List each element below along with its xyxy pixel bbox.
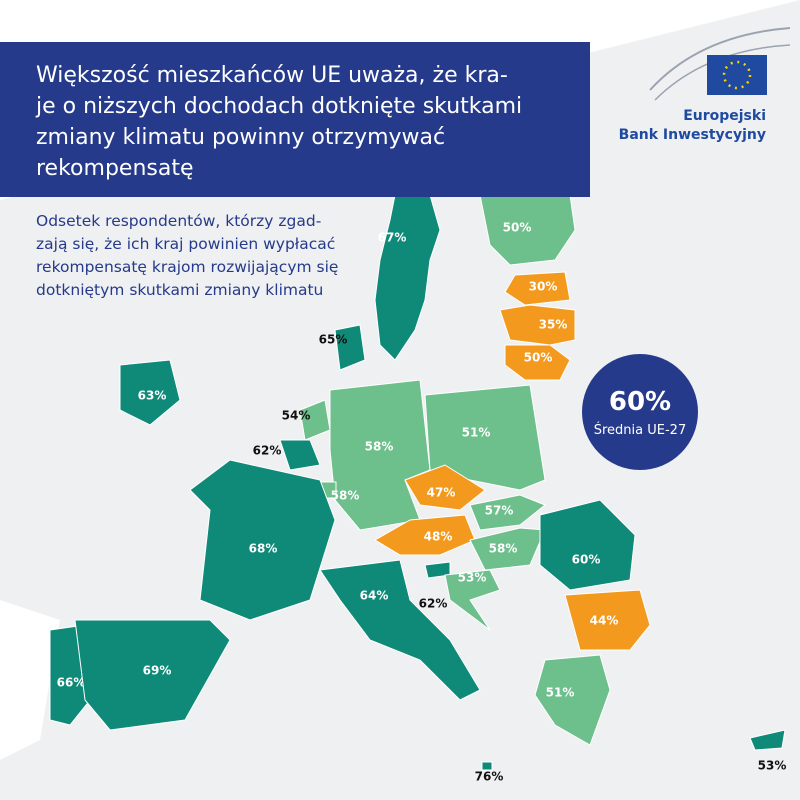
region-label: 63% [138,389,167,403]
subtitle-line: Odsetek respondentów, którzy zgad- [36,212,321,230]
region [749,729,786,751]
subtitle-line: zają się, że ich kraj powinien wypłacać [36,235,335,253]
region-label: 67% [378,231,407,245]
region-label: 35% [539,318,568,332]
region [539,499,636,591]
region [74,619,231,731]
title-line: je o niższych dochodach dotknięte skutka… [35,94,522,119]
eu-flag [707,55,767,95]
region-label: 60% [572,553,601,567]
region [424,384,546,491]
subtitle: Odsetek respondentów, którzy zgad-zają s… [36,212,338,299]
region-label: 51% [546,686,575,700]
region-label: 58% [365,440,394,454]
average-label: Średnia UE-27 [594,422,686,438]
region-label: 54% [282,409,311,423]
region-label: 50% [503,221,532,235]
average-badge [582,354,698,470]
region [319,559,481,701]
title-line: Większość mieszkańców UE uważa, że kra- [36,63,508,88]
region [504,271,571,306]
logo-line: Bank Inwestycyjny [619,127,766,143]
region [279,439,321,471]
region-label: 58% [489,542,518,556]
region [404,464,486,511]
region-label: 50% [524,351,553,365]
logo-line: Europejski [683,108,766,124]
region-label: 68% [249,542,278,556]
region-label: 51% [462,426,491,440]
region [189,459,336,621]
region-label: 44% [590,614,619,628]
region-label: 48% [424,530,453,544]
region-label: 69% [143,664,172,678]
region-label: 62% [419,597,448,611]
average-value: 60% [609,387,671,417]
region [444,569,501,631]
region [374,194,441,361]
region-label: 65% [319,333,348,347]
region [119,359,181,426]
region [469,527,546,571]
region-label: 62% [253,444,282,458]
region-label: 57% [485,504,514,518]
logo-text: Europejski Bank Inwestycyjny [619,108,766,143]
title-line: zmiany klimatu powinny otrzymywać [36,125,445,150]
subtitle-line: dotkniętym skutkami zmiany klimatu [36,281,323,299]
region [564,589,651,651]
region [504,344,571,381]
region [329,379,431,531]
region [499,304,576,346]
region [469,494,546,531]
title: Większość mieszkańców UE uważa, że kra-j… [35,63,522,181]
region-label: 66% [57,676,86,690]
region-label: 64% [360,589,389,603]
region [334,324,366,371]
region-label: 47% [427,486,456,500]
region-label: 76% [475,770,504,784]
region-label: 30% [529,280,558,294]
region [481,761,493,771]
logo [649,27,791,101]
regions: 67% 50% 30% 35% 50% 65% 63% 54% 62% 58% 51% 58% 47% 5… [49,194,787,784]
region-label: 53% [458,571,487,585]
region-label: 53% [758,759,787,773]
title-box [0,42,590,197]
subtitle-line: rekompensatę krajom rozwijającym się [36,258,338,276]
region-label: 58% [331,489,360,503]
title-line: rekompensatę [36,156,194,181]
region [534,654,611,746]
